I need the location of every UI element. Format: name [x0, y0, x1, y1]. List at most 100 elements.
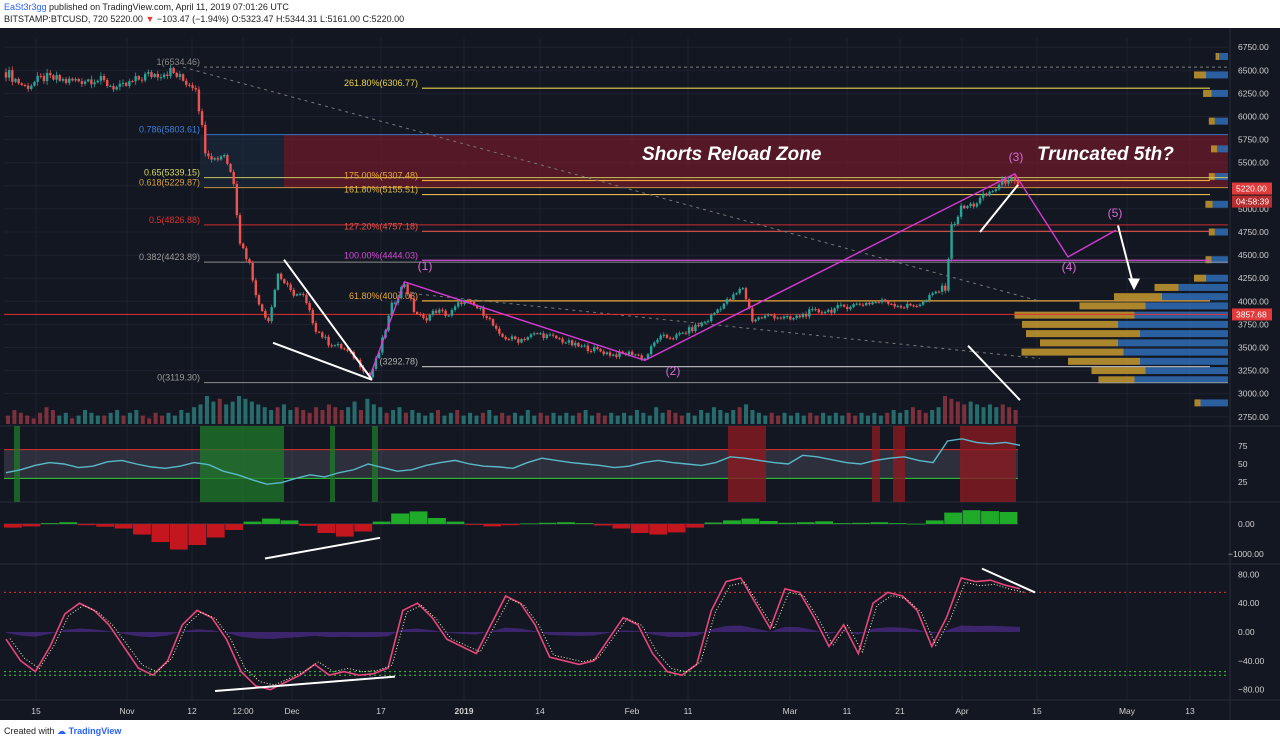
candle-body [925, 300, 928, 302]
volume-bar [955, 401, 960, 424]
volume-bar [519, 415, 524, 424]
candle-body [744, 288, 748, 300]
time-tick-label: 2019 [455, 706, 474, 716]
tradingview-brand[interactable]: TradingView [68, 726, 122, 736]
momentum-tick-label: 0.00 [1238, 519, 1255, 529]
candle-body [988, 191, 991, 196]
last-price-tag-label: 5220.00 [1236, 184, 1267, 194]
tradingview-logo-icon[interactable]: ☁ [57, 726, 67, 736]
volume-bar [647, 415, 652, 424]
candle-body [166, 74, 169, 76]
volume-bar [564, 412, 569, 424]
volume-bar [468, 412, 473, 424]
volume-bar [384, 412, 389, 424]
candle-body [298, 293, 302, 295]
price-tick-label: 6750.00 [1238, 42, 1269, 52]
candle-body [466, 300, 469, 302]
candle-body [200, 111, 204, 125]
candle-body [880, 299, 884, 303]
candle-body [305, 294, 308, 304]
volume-bar [878, 415, 883, 424]
volume-bar [365, 398, 370, 424]
stoch-tick-label: 0.00 [1238, 627, 1255, 637]
momentum-bar [815, 521, 834, 524]
fib-extension-label: 61.80%(4004.05) [349, 291, 418, 301]
candle-body [14, 78, 17, 82]
volume-bar [333, 407, 338, 424]
candle-body [1004, 178, 1007, 184]
candle-body [20, 83, 24, 85]
candle-body [887, 301, 890, 304]
wave-label: (5) [1108, 206, 1123, 220]
volume-bar [480, 412, 485, 424]
candle-body [17, 78, 20, 84]
candle-body [817, 309, 820, 313]
momentum-bar [280, 520, 299, 524]
author-link[interactable]: EaSt3r3gg [4, 2, 47, 12]
down-arrow-icon: ▼ [145, 14, 155, 24]
candle-body [747, 299, 751, 309]
candle-body [270, 307, 273, 322]
fib-extension-label: 127.20%(4757.18) [344, 221, 418, 231]
candle-body [940, 285, 944, 292]
volume-bar [288, 410, 293, 424]
momentum-bar [686, 524, 704, 528]
volume-profile-bar [1091, 367, 1146, 375]
momentum-bar [133, 524, 151, 535]
volume-bar [320, 410, 325, 424]
candle-body [966, 206, 969, 209]
volume-bar [756, 412, 761, 424]
volume-bar [249, 401, 254, 424]
candle-body [570, 340, 574, 346]
candle-body [77, 79, 80, 82]
candle-body [7, 70, 11, 78]
time-tick-label: 11 [684, 706, 693, 716]
candle-body [23, 84, 27, 86]
volume-bar [269, 410, 274, 424]
candle-body [846, 306, 849, 310]
volume-bar [1000, 404, 1005, 424]
candle-body [1010, 177, 1013, 181]
rsi-tick-label: 75 [1238, 441, 1248, 451]
candle-body [574, 342, 577, 346]
candle-body [823, 311, 827, 314]
momentum-bar [77, 524, 96, 526]
annotation-line [1117, 225, 1135, 288]
candle-body [548, 334, 552, 336]
chart-area[interactable]: 1(6534.46) 0.786(5803.61) 0.65(5339.15) 0.6… [0, 28, 1280, 720]
volume-bar [172, 415, 177, 424]
volume-bar [769, 412, 774, 424]
volume-bar [679, 415, 684, 424]
price-tick-label: 4000.00 [1238, 296, 1269, 306]
candle-body [292, 289, 295, 296]
momentum-bar [852, 522, 870, 524]
candle-body [371, 368, 375, 378]
candle-body [36, 75, 39, 82]
rsi-overbought-highlight [960, 426, 1016, 502]
candle-body [934, 291, 937, 294]
volume-bar [57, 415, 62, 424]
time-tick-label: 12 [187, 706, 197, 716]
candle-body [4, 72, 8, 78]
volume-bar [622, 412, 627, 424]
volume-bar [89, 412, 94, 424]
candle-body [267, 317, 270, 322]
candle-body [374, 358, 378, 369]
candle-body [694, 324, 697, 332]
volume-bar [654, 407, 659, 424]
candle-body [393, 302, 397, 304]
volume-bar [455, 410, 460, 424]
volume-bar [339, 410, 344, 424]
volume-profile-bar [1211, 145, 1217, 153]
volume-bar [185, 412, 190, 424]
volume-bar [378, 407, 383, 424]
candle-body [463, 300, 466, 305]
candle-body [83, 81, 87, 84]
candle-body [422, 314, 425, 319]
candle-body [153, 73, 156, 78]
candle-body [972, 203, 975, 207]
candle-body [102, 76, 106, 81]
rsi-overbought-highlight [872, 426, 880, 502]
candle-body [839, 304, 843, 306]
candle-body [191, 85, 194, 89]
